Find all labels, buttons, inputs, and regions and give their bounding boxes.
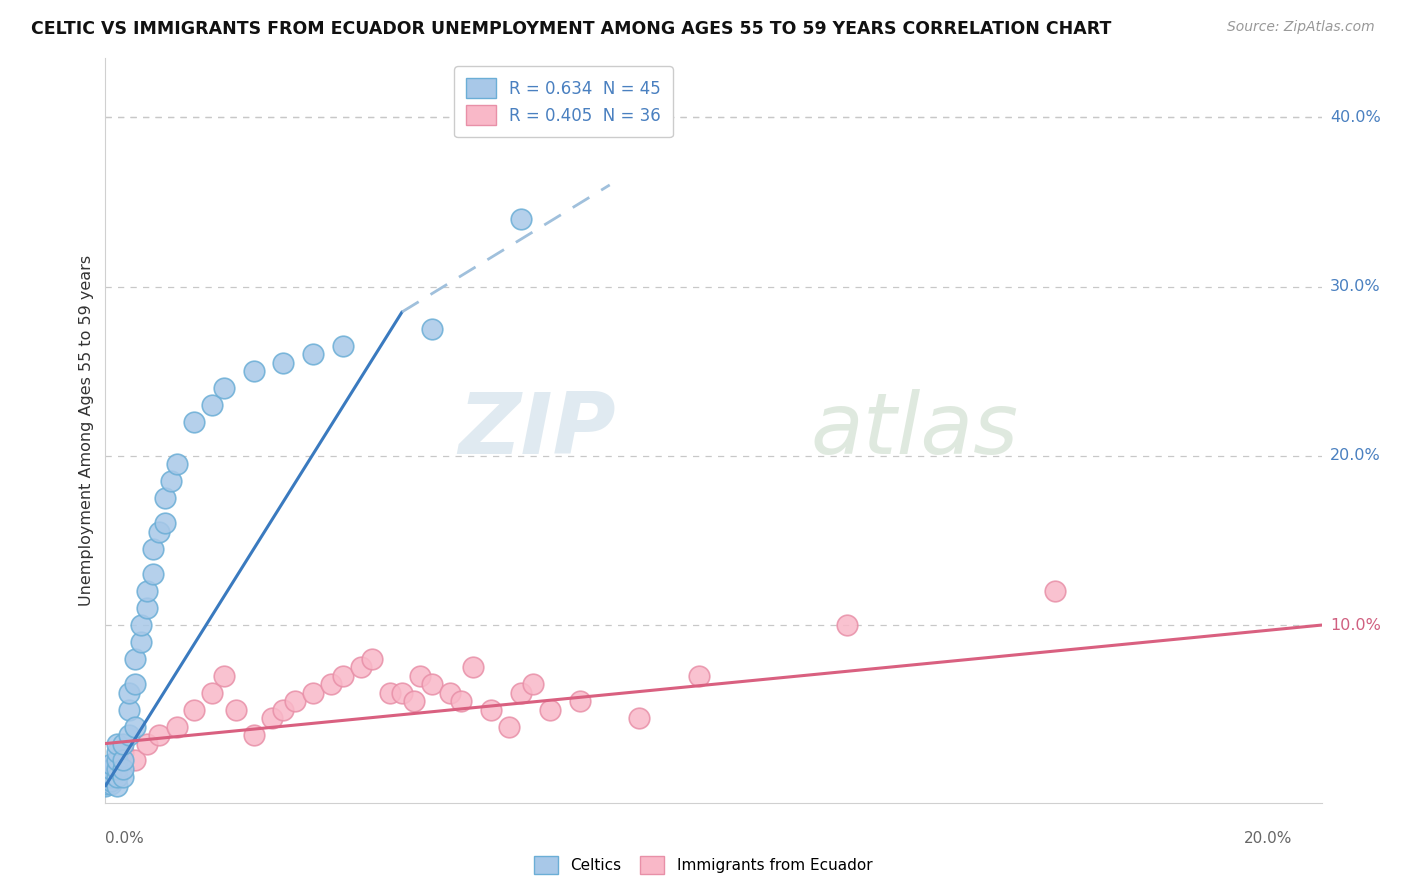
Point [112, 754, 135, 768]
Point [212, 381, 235, 395]
Point [100, 756, 122, 771]
Point [688, 669, 710, 683]
Point [183, 415, 205, 429]
Text: 40.0%: 40.0% [1330, 110, 1381, 125]
Text: ZIP: ZIP [458, 389, 616, 472]
Text: CELTIC VS IMMIGRANTS FROM ECUADOR UNEMPLOYMENT AMONG AGES 55 TO 59 YEARS CORRELA: CELTIC VS IMMIGRANTS FROM ECUADOR UNEMPL… [31, 20, 1111, 37]
Point [479, 703, 502, 717]
Point [153, 516, 176, 531]
Text: Source: ZipAtlas.com: Source: ZipAtlas.com [1227, 20, 1375, 34]
Point [112, 737, 135, 751]
Point [105, 771, 128, 785]
Point [450, 694, 472, 708]
Legend: Celtics, Immigrants from Ecuador: Celtics, Immigrants from Ecuador [527, 850, 879, 880]
Point [105, 754, 128, 768]
Text: 20.0%: 20.0% [1243, 830, 1292, 846]
Point [118, 728, 141, 742]
Point [569, 694, 592, 708]
Point [105, 745, 128, 759]
Point [242, 728, 264, 742]
Point [391, 686, 413, 700]
Point [136, 584, 159, 599]
Point [100, 767, 122, 781]
Point [124, 652, 146, 666]
Point [142, 541, 165, 556]
Point [142, 567, 165, 582]
Point [166, 457, 188, 471]
Point [361, 652, 384, 666]
Legend: R = 0.634  N = 45, R = 0.405  N = 36: R = 0.634 N = 45, R = 0.405 N = 36 [454, 66, 672, 137]
Point [100, 773, 122, 788]
Point [94, 779, 117, 793]
Point [509, 686, 531, 700]
Point [349, 660, 371, 674]
Point [201, 686, 224, 700]
Point [100, 771, 122, 785]
Point [420, 322, 443, 336]
Point [332, 669, 354, 683]
Point [129, 635, 152, 649]
Point [522, 677, 544, 691]
Point [402, 694, 425, 708]
Point [835, 618, 858, 632]
Point [225, 703, 247, 717]
Point [153, 491, 176, 505]
Point [105, 779, 128, 793]
Point [628, 711, 651, 725]
Point [302, 347, 325, 361]
Point [212, 669, 235, 683]
Point [538, 703, 561, 717]
Point [112, 745, 135, 759]
Point [183, 703, 205, 717]
Point [148, 524, 170, 539]
Point [242, 364, 264, 378]
Point [273, 356, 295, 370]
Point [463, 660, 485, 674]
Point [420, 677, 443, 691]
Text: atlas: atlas [811, 389, 1019, 472]
Point [302, 686, 325, 700]
Point [166, 720, 188, 734]
Point [319, 677, 342, 691]
Point [100, 762, 122, 776]
Point [105, 737, 128, 751]
Point [129, 618, 152, 632]
Point [509, 211, 531, 226]
Point [105, 762, 128, 776]
Text: 0.0%: 0.0% [105, 830, 145, 846]
Point [159, 474, 181, 488]
Point [112, 762, 135, 776]
Point [94, 773, 117, 788]
Point [380, 686, 402, 700]
Text: 20.0%: 20.0% [1330, 449, 1381, 463]
Point [201, 398, 224, 412]
Point [332, 339, 354, 353]
Text: 30.0%: 30.0% [1330, 279, 1381, 294]
Point [124, 677, 146, 691]
Point [124, 754, 146, 768]
Point [273, 703, 295, 717]
Point [498, 720, 520, 734]
Point [136, 601, 159, 615]
Point [439, 686, 461, 700]
Point [94, 777, 117, 791]
Point [124, 720, 146, 734]
Point [118, 703, 141, 717]
Point [1043, 584, 1066, 599]
Point [112, 771, 135, 785]
Point [409, 669, 432, 683]
Text: 10.0%: 10.0% [1330, 617, 1381, 632]
Point [284, 694, 307, 708]
Point [118, 686, 141, 700]
Point [148, 728, 170, 742]
Point [260, 711, 283, 725]
Point [136, 737, 159, 751]
Point [100, 777, 122, 791]
Y-axis label: Unemployment Among Ages 55 to 59 years: Unemployment Among Ages 55 to 59 years [79, 255, 94, 606]
